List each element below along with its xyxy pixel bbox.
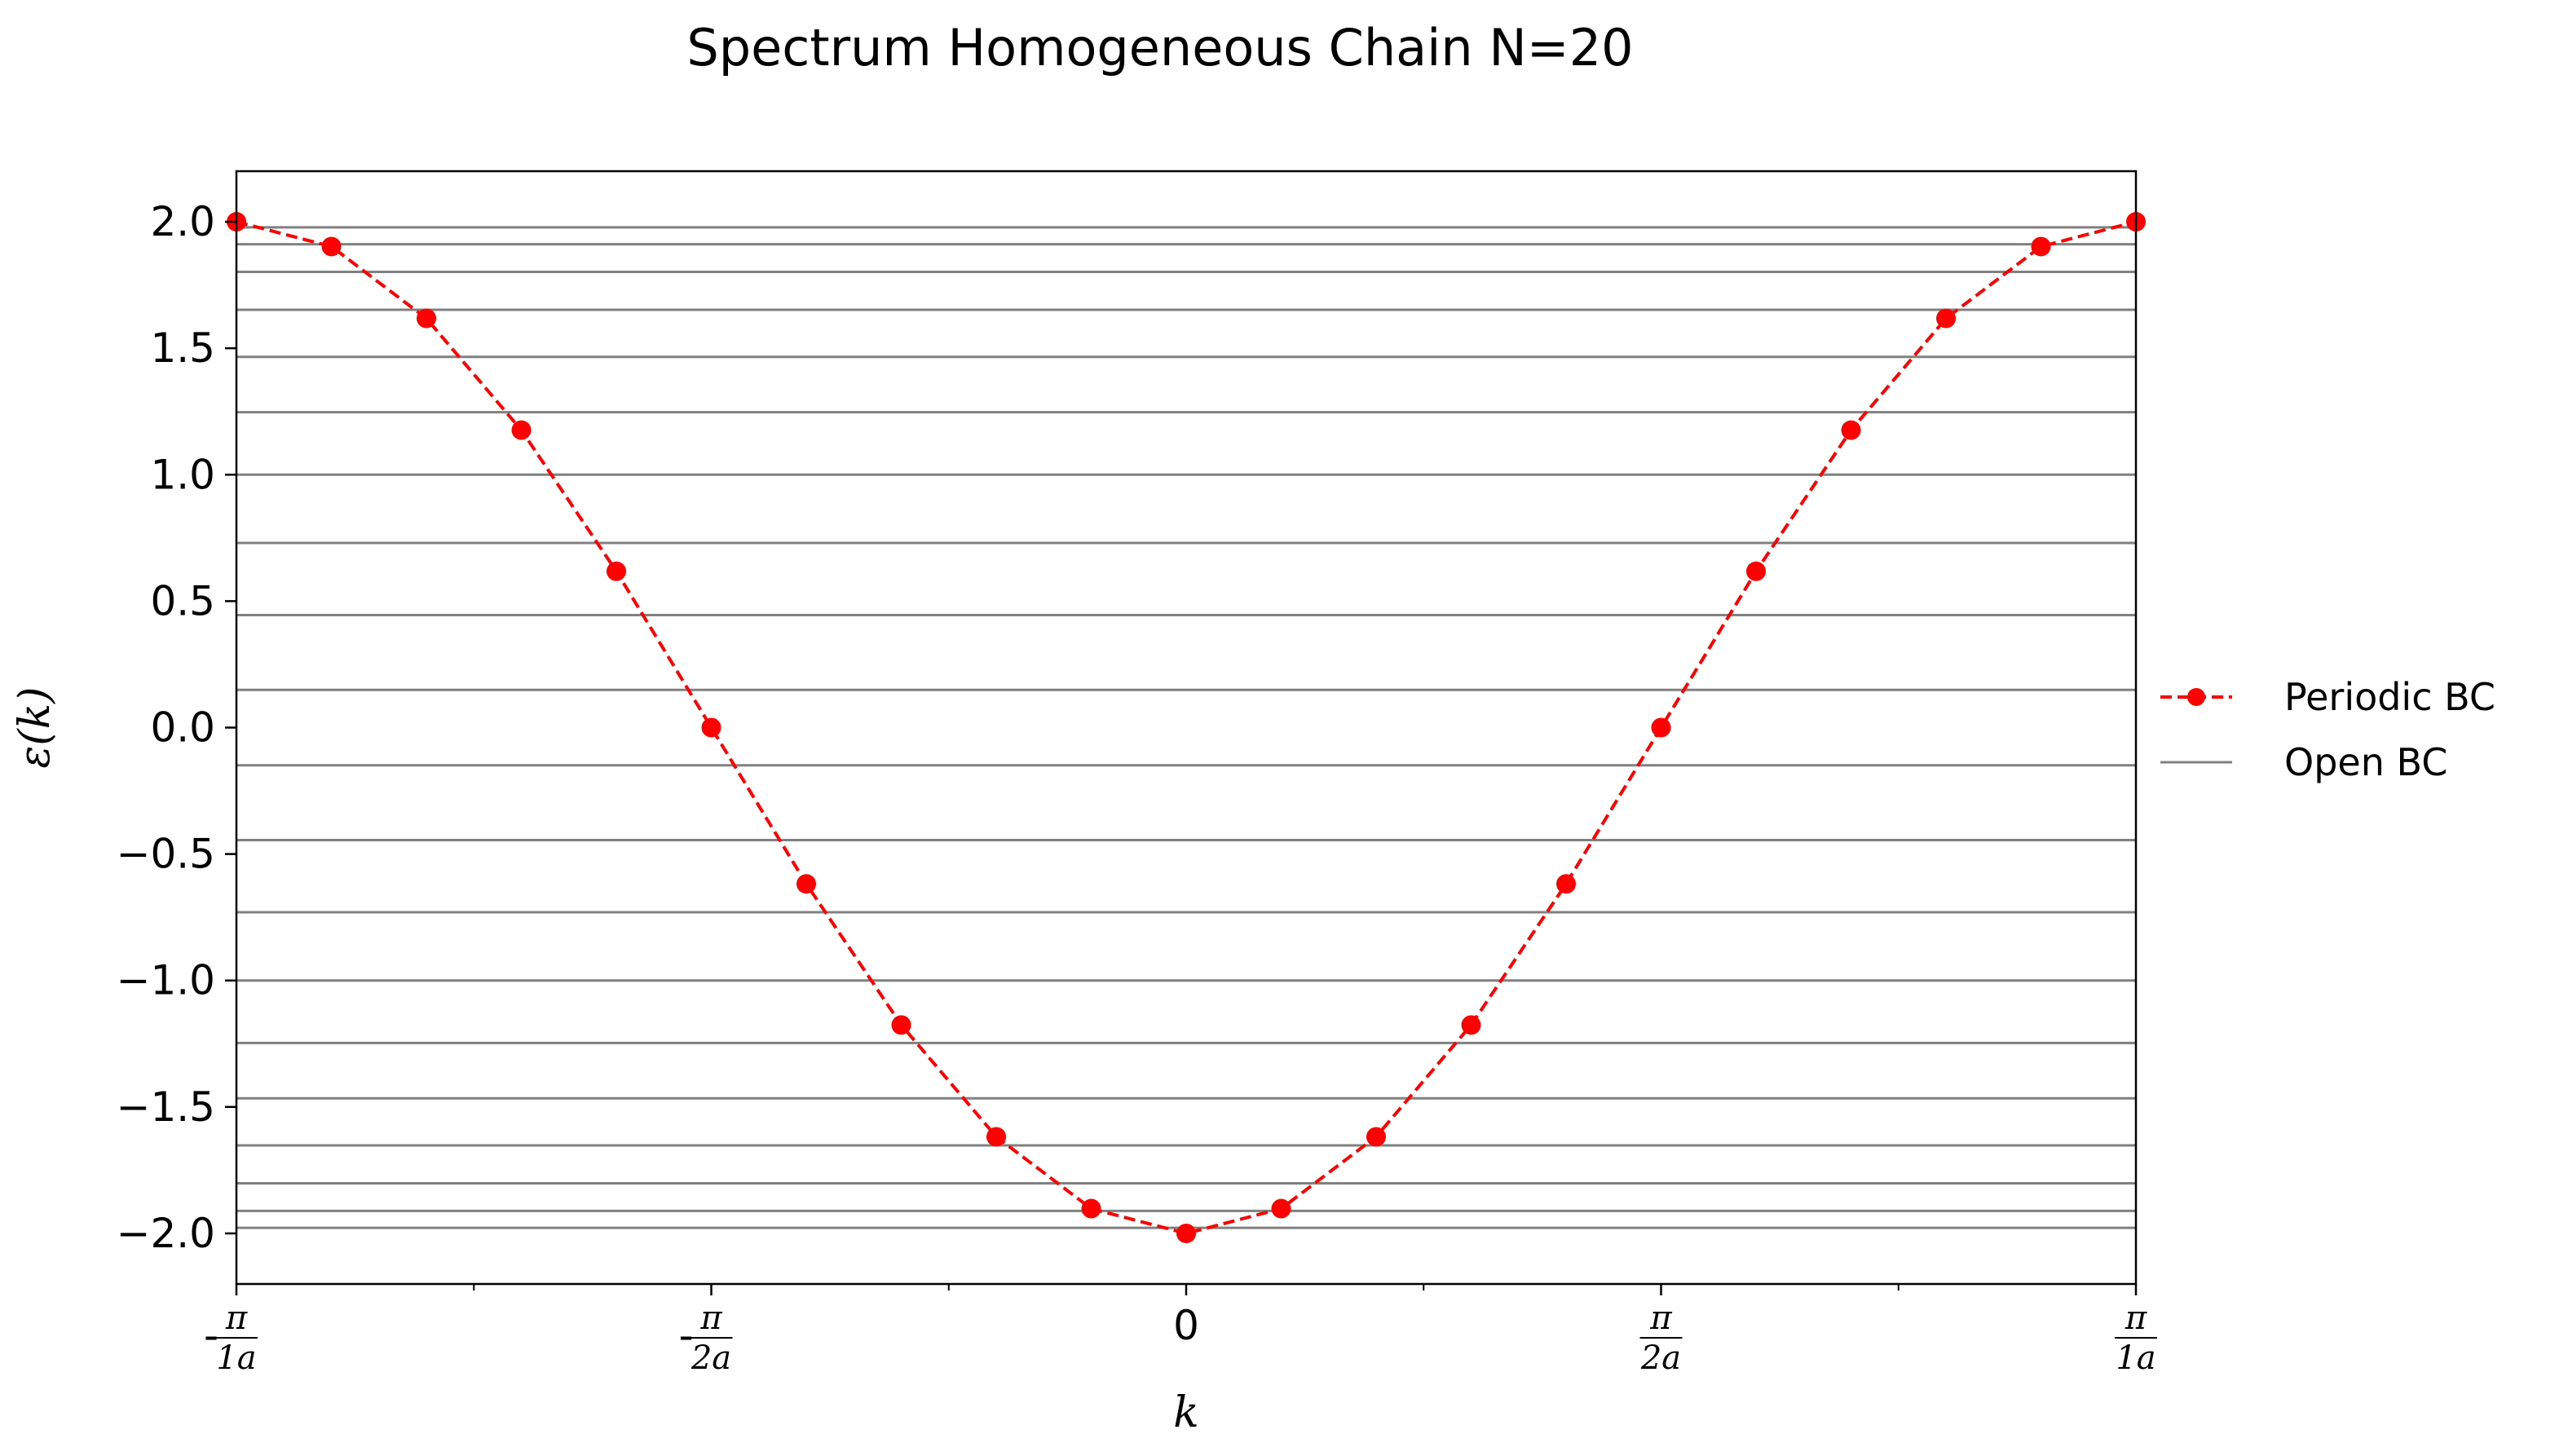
periodic-bc-point — [986, 1127, 1006, 1147]
x-tick-label-denominator: 1a — [2116, 1339, 2155, 1377]
periodic-bc-point — [701, 717, 721, 738]
periodic-bc-point — [321, 236, 342, 257]
y-tick-label: −1.5 — [117, 1083, 215, 1131]
periodic-bc-point — [1841, 420, 1861, 440]
legend: Periodic BC Open BC — [2160, 675, 2495, 784]
x-tick-label-numerator: π — [699, 1299, 722, 1337]
legend-periodic-label: Periodic BC — [2284, 675, 2495, 719]
y-tick-label: −1.0 — [117, 957, 215, 1004]
y-tick-label: −0.5 — [117, 831, 215, 878]
x-tick-label-sign: - — [678, 1312, 693, 1359]
y-tick-label: 0.5 — [150, 577, 215, 624]
legend-open-label: Open BC — [2284, 740, 2447, 784]
x-tick-label-denominator: 2a — [691, 1339, 731, 1377]
periodic-bc-point — [417, 308, 436, 329]
periodic-bc-point — [511, 420, 532, 440]
periodic-bc-point — [891, 1015, 911, 1035]
periodic-bc-point — [1271, 1198, 1291, 1219]
periodic-bc-point — [1081, 1198, 1101, 1219]
y-tick-label: 1.0 — [150, 451, 215, 498]
y-tick-label: 1.5 — [150, 324, 215, 372]
x-tick-label-numerator: π — [1649, 1299, 1672, 1337]
periodic-bc-point — [1176, 1223, 1196, 1243]
periodic-bc-point — [2031, 236, 2051, 257]
x-tick-label-sign: - — [204, 1312, 218, 1359]
x-axis-label: k — [1173, 1388, 1199, 1437]
y-axis: 2.0 1.5 1.0 0.5 0.0 −0.5 −1.0 −1.5 −2.0 — [117, 198, 236, 1257]
chart-title: Spectrum Homogeneous Chain N=20 — [686, 18, 1633, 77]
x-tick-label-denominator: 2a — [1640, 1339, 1681, 1377]
x-tick-label-numerator: π — [225, 1299, 248, 1337]
y-axis-label: ε(k) — [11, 687, 60, 769]
periodic-bc-point — [1556, 874, 1577, 894]
open-bc-lines — [236, 226, 2136, 1229]
periodic-bc-point — [1461, 1015, 1481, 1035]
x-tick-label: 0 — [1173, 1302, 1199, 1349]
periodic-bc-series — [227, 212, 2146, 1243]
periodic-bc-point — [1936, 308, 1956, 329]
periodic-bc-point — [1651, 717, 1671, 738]
y-tick-label: −2.0 — [117, 1210, 215, 1257]
y-tick-label: 2.0 — [150, 198, 215, 245]
periodic-bc-point — [796, 874, 816, 894]
periodic-bc-point — [1366, 1127, 1387, 1147]
legend-periodic-marker — [2187, 688, 2205, 706]
x-tick-label-denominator: 1a — [216, 1339, 256, 1377]
x-tick-label-numerator: π — [2125, 1299, 2147, 1337]
periodic-bc-point — [606, 561, 626, 581]
periodic-bc-point — [1746, 561, 1767, 581]
y-tick-label: 0.0 — [150, 704, 215, 752]
periodic-bc-line — [236, 220, 2137, 1236]
